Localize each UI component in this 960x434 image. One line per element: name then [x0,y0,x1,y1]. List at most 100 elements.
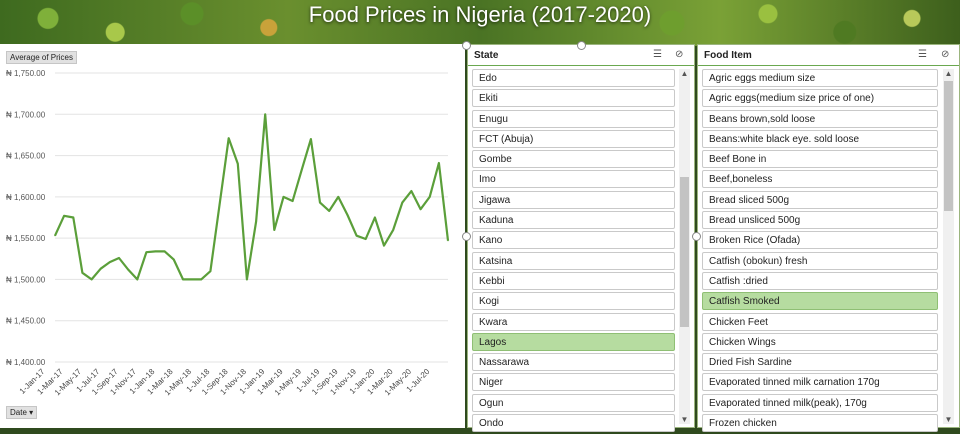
data-point [310,138,312,140]
data-point [301,169,303,171]
data-point [383,244,385,247]
data-point [218,204,221,206]
state-slicer-item[interactable]: Kebbi [472,271,675,290]
food-slicer-item[interactable]: Agric eggs medium size [702,69,938,87]
data-point [282,196,285,198]
data-point [438,162,440,164]
chart-panel[interactable]: Average of Prices Date ▾ ₦ 1,400.00 ₦ 1,4… [0,44,465,428]
state-scroll-thumb[interactable] [680,177,689,327]
y-tick-label: ₦ 1,600.00 [6,193,46,202]
state-slicer-item[interactable]: Nassarawa [472,353,675,372]
data-point [191,278,193,281]
data-point [292,200,294,202]
clear-filter-icon[interactable]: ⊘ [941,49,950,60]
state-slicer-item[interactable]: Enugu [472,109,675,128]
data-point [109,261,111,263]
state-slicer-item[interactable]: Ogun [472,393,675,412]
state-slicer-item[interactable]: Kaduna [472,211,675,230]
food-slicer-item[interactable]: Dried Fish Sardine [702,353,938,372]
state-scrollbar[interactable]: ▲ ▼ [679,69,690,424]
state-slicer-item[interactable]: Kogi [472,292,675,311]
multi-select-icon[interactable]: ☰ [653,49,662,60]
data-point [209,270,211,272]
data-point [100,268,102,270]
food-slicer-item[interactable]: Bread unsliced 500g [702,211,938,230]
state-slicer[interactable]: State ☰ ⊘ Edo Ekiti Enugu FCT (Abuja) Gombe I… [467,44,695,433]
state-slicer-item[interactable]: Ondo [472,414,675,433]
food-slicer-item[interactable]: Frozen chicken [702,414,938,433]
state-item-list: Edo Ekiti Enugu FCT (Abuja) Gombe Imo Jigawa Ka… [472,69,675,434]
state-slicer-item[interactable]: Jigawa [472,190,675,209]
date-field-button[interactable]: Date ▾ [6,406,38,419]
food-slicer-header: Food Item ☰ ⊘ [698,45,959,66]
food-scrollbar[interactable]: ▲ ▼ [943,69,954,424]
clear-filter-icon[interactable]: ⊘ [675,49,684,60]
data-point [154,250,157,252]
food-slicer-item[interactable]: Bread sliced 500g [702,190,938,209]
value-field-button[interactable]: Average of Prices [6,51,77,64]
scroll-up-icon[interactable]: ▲ [680,69,689,78]
food-slicer-item[interactable]: Chicken Feet [702,312,938,331]
state-slicer-item[interactable]: Kano [472,231,675,250]
state-slicer-item[interactable]: Kwara [472,312,675,331]
data-point [145,251,147,253]
data-point [81,272,84,274]
scroll-up-icon[interactable]: ▲ [944,69,953,78]
state-slicer-item[interactable]: FCT (Abuja) [472,129,675,148]
data-point [136,278,138,281]
food-slicer-item[interactable]: Broken Rice (Ofada) [702,231,938,250]
food-slicer-item[interactable]: Chicken Wings [702,332,938,351]
resize-handle[interactable] [462,41,471,50]
food-slicer-item[interactable]: Catfish Smoked [702,292,938,311]
chevron-down-icon: ▾ [29,408,34,417]
dashboard-title: Food Prices in Nigeria (2017-2020) [308,2,652,27]
resize-handle[interactable] [577,41,586,50]
data-point [164,250,166,252]
food-slicer-item[interactable]: Beef,boneless [702,170,938,189]
scroll-down-icon[interactable]: ▼ [944,415,953,424]
y-tick-label: ₦ 1,550.00 [6,234,46,243]
food-scroll-thumb[interactable] [944,81,953,211]
data-point [392,229,394,231]
state-slicer-item[interactable]: Niger [472,373,675,392]
y-tick-label: ₦ 1,400.00 [6,358,46,367]
state-slicer-item[interactable]: Edo [472,69,675,87]
data-point [182,278,184,281]
food-slicer-item[interactable]: Beans:white black eye. sold loose [702,129,938,148]
data-point [319,202,321,204]
data-point [429,196,431,198]
food-slicer-item[interactable]: Beans brown,sold loose [702,109,938,128]
food-slicer-item[interactable]: Catfish (obokun) fresh [702,251,938,270]
food-slicer-item[interactable]: Catfish :dried [702,271,938,290]
data-point [118,257,120,259]
y-tick-label: ₦ 1,750.00 [6,69,46,78]
data-point [246,278,248,281]
state-slicer-item[interactable]: Ekiti [472,89,675,108]
data-point [237,163,239,165]
data-point [337,196,339,198]
y-tick-label: ₦ 1,500.00 [6,275,46,284]
food-slicer-title: Food Item [704,50,752,61]
data-point [346,214,349,216]
data-point [54,235,56,237]
food-slicer-item[interactable]: Evaporated tinned milk(peak), 170g [702,393,938,412]
resize-handle[interactable] [462,232,471,241]
state-slicer-item[interactable]: Gombe [472,150,675,169]
series-line [53,113,450,281]
state-slicer-item[interactable]: Imo [472,170,675,189]
state-slicer-item[interactable]: Lagos [472,332,675,351]
data-point [90,278,93,281]
resize-handle[interactable] [692,232,701,241]
food-slicer-item[interactable]: Evaporated tinned milk carnation 170g [702,373,938,392]
state-slicer-item[interactable]: Katsina [472,251,675,270]
multi-select-icon[interactable]: ☰ [918,49,927,60]
data-point [200,278,202,281]
food-slicer-item[interactable]: Beef Bone in [702,150,938,169]
data-point [173,259,175,261]
food-item-slicer[interactable]: Food Item ☰ ⊘ Agric eggs medium size Agri… [697,44,960,433]
data-point [410,190,413,192]
food-item-list: Agric eggs medium size Agric eggs(medium … [702,69,938,434]
data-point [419,208,422,210]
scroll-down-icon[interactable]: ▼ [680,415,689,424]
food-slicer-item[interactable]: Agric eggs(medium size price of one) [702,89,938,108]
